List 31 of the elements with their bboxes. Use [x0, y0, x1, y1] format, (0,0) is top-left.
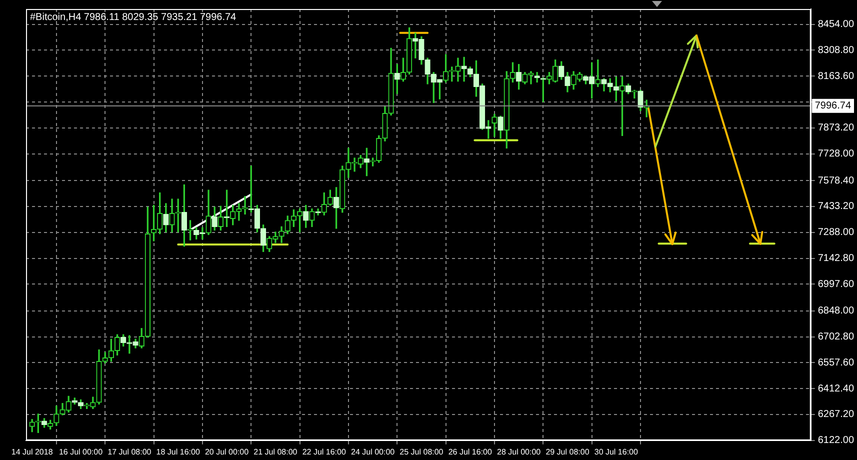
- y-tick-label: 6267.20: [818, 409, 854, 420]
- y-tick-label: 6997.60: [818, 278, 854, 290]
- x-tick-label: 28 Jul 00:00: [497, 447, 542, 456]
- x-tick-label: 20 Jul 00:00: [204, 447, 250, 456]
- x-tick-label: 24 Jul 00:00: [351, 447, 396, 456]
- y-tick-label: 7433.20: [818, 201, 854, 212]
- y-tick-label: 6557.60: [818, 357, 854, 368]
- chart-title: #Bitcoin,H4 7986.11 8029.35 7935.21 7996.74: [30, 12, 237, 23]
- x-tick-label: 29 Jul 08:00: [546, 447, 590, 456]
- ref-line-label: 7996.74: [814, 100, 852, 112]
- x-tick-label: 17 Jul 08:00: [108, 447, 152, 456]
- y-tick-label: 8163.60: [818, 70, 854, 82]
- y-tick-label: 6702.80: [818, 332, 854, 343]
- y-tick-label: 6412.40: [818, 383, 854, 394]
- x-tick-label: 18 Jul 16:00: [156, 447, 200, 456]
- y-tick-label: 6848.00: [818, 306, 854, 317]
- y-tick-label: 7728.00: [818, 148, 854, 160]
- x-tick-label: 14 Jul 2018: [11, 447, 54, 456]
- y-tick-label: 7578.40: [818, 175, 854, 186]
- x-tick-label: 30 Jul 16:00: [594, 447, 639, 456]
- y-tick-label: 7142.80: [818, 253, 854, 264]
- y-tick-label: 6122.00: [818, 435, 854, 446]
- y-tick-label: 8308.80: [818, 45, 854, 56]
- x-tick-label: 22 Jul 16:00: [302, 447, 346, 456]
- x-tick-label: 16 Jul 00:00: [58, 447, 104, 456]
- x-tick-label: 25 Jul 08:00: [400, 447, 444, 456]
- x-tick-label: 21 Jul 08:00: [254, 447, 298, 456]
- y-tick-label: 8454.00: [818, 19, 854, 30]
- y-tick-label: 7288.00: [818, 227, 854, 238]
- y-tick-label: 7873.20: [818, 122, 854, 134]
- x-tick-label: 26 Jul 16:00: [448, 447, 492, 456]
